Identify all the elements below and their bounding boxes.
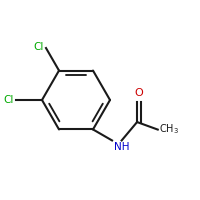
Text: NH: NH (114, 142, 129, 152)
Text: CH$_3$: CH$_3$ (159, 123, 179, 136)
Text: Cl: Cl (4, 95, 14, 105)
Text: Cl: Cl (34, 42, 44, 52)
Text: O: O (135, 88, 143, 98)
